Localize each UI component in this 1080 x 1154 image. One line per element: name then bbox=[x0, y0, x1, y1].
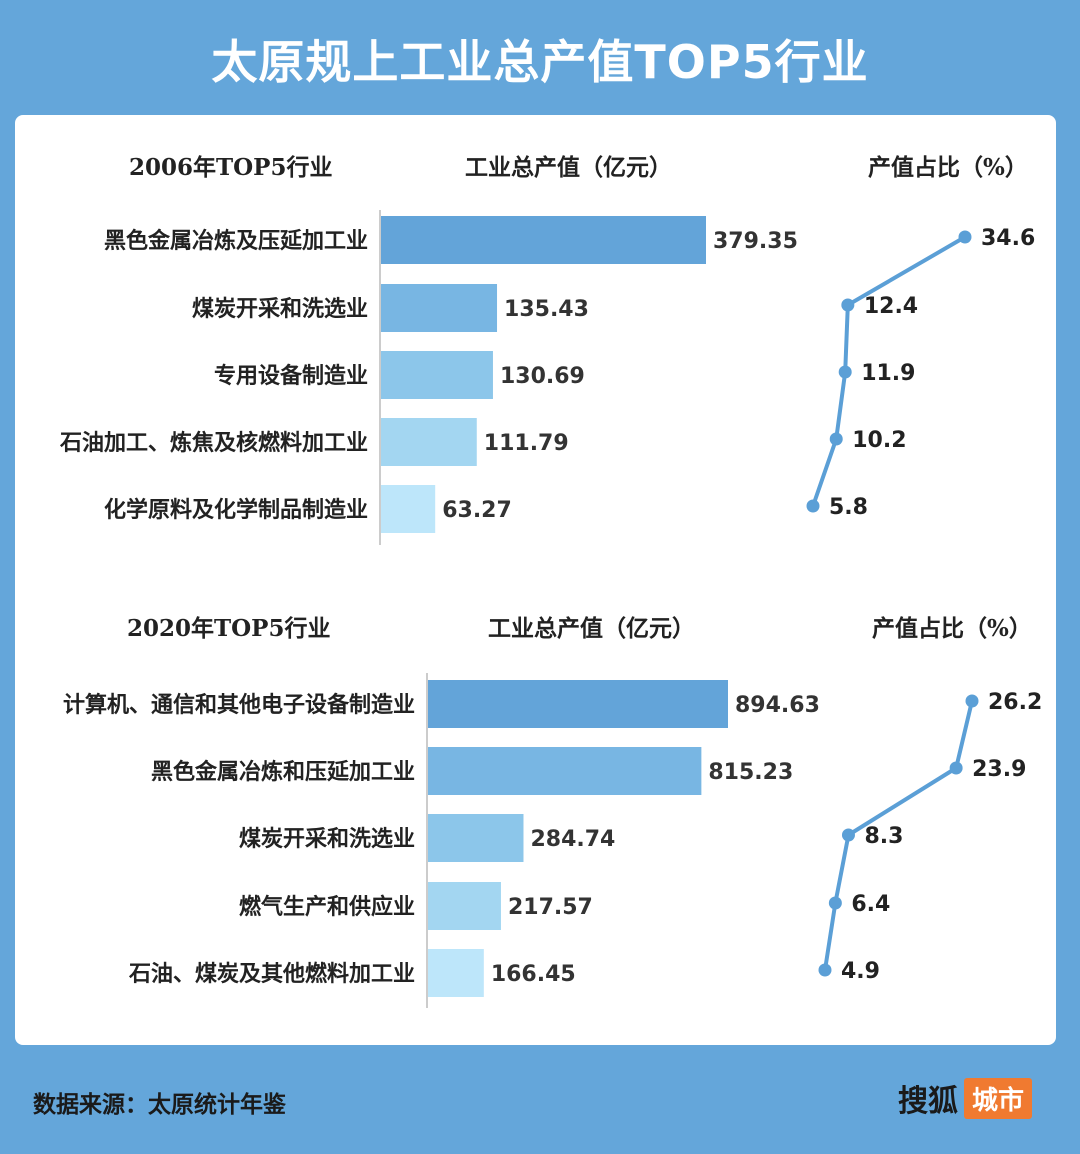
section-1-share-point-3 bbox=[838, 365, 852, 379]
section-1-share-label-4: 10.2 bbox=[852, 428, 906, 453]
section-1-value-header: 工业总产值（亿元） bbox=[465, 154, 672, 181]
section-2-category-label-1: 计算机、通信和其他电子设备制造业 bbox=[63, 692, 415, 718]
section-2-value-label-4: 217.57 bbox=[508, 895, 593, 920]
section-1-bar-4 bbox=[381, 418, 477, 466]
section-2-value-label-1: 894.63 bbox=[735, 693, 820, 718]
section-1-share-label-5: 5.8 bbox=[829, 495, 868, 520]
section-1-share-label-1: 34.6 bbox=[981, 226, 1035, 251]
chart-panel: 2006年TOP5行业 工业总产值（亿元） 产值占比（%） 黑色金属冶炼及压延加工业 3… bbox=[15, 115, 1056, 1045]
brand-logo: 搜狐 城市 bbox=[898, 1077, 1033, 1119]
section-2-value-label-3: 284.74 bbox=[530, 827, 615, 852]
section-1-share-point-5 bbox=[806, 499, 820, 513]
section-1-share-point-1 bbox=[958, 230, 972, 244]
source-text: 数据来源：太原统计年鉴 bbox=[33, 1092, 286, 1118]
section-1-bar-2 bbox=[381, 284, 498, 332]
section-2-value-label-2: 815.23 bbox=[708, 760, 793, 785]
section-2-bar-2 bbox=[428, 747, 702, 795]
section-2-share-label-2: 23.9 bbox=[972, 757, 1026, 782]
main-title: 太原规上工业总产值TOP5行业 bbox=[211, 35, 869, 89]
section-2-bar-3 bbox=[428, 814, 524, 862]
section-1-category-label-5: 化学原料及化学制品制造业 bbox=[104, 497, 368, 523]
section-2-share-point-3 bbox=[841, 828, 855, 842]
section-2-value-label-5: 166.45 bbox=[491, 962, 576, 987]
section-2-category-label-5: 石油、煤炭及其他燃料加工业 bbox=[128, 961, 415, 987]
section-2-share-label-4: 6.4 bbox=[851, 892, 890, 917]
section-1-bar-1 bbox=[381, 216, 706, 264]
section-1-share-point-4 bbox=[829, 432, 843, 446]
section-2-share-label-5: 4.9 bbox=[841, 959, 880, 984]
section-1-value-label-3: 130.69 bbox=[500, 364, 585, 389]
section-1-value-label-4: 111.79 bbox=[484, 431, 569, 456]
section-1-value-label-5: 63.27 bbox=[442, 498, 512, 523]
section-2-value-header: 工业总产值（亿元） bbox=[488, 615, 695, 642]
section-1-bar-5 bbox=[381, 485, 436, 533]
brand-name: 搜狐 bbox=[898, 1084, 958, 1119]
brand-tag: 城市 bbox=[964, 1077, 1033, 1119]
section-2-category-header: 2020年TOP5行业 bbox=[127, 615, 330, 642]
section-1-category-label-2: 煤炭开采和洗选业 bbox=[192, 296, 368, 322]
section-2-share-point-5 bbox=[818, 963, 832, 977]
section-1-share-label-2: 12.4 bbox=[864, 294, 918, 319]
section-2-category-label-2: 黑色金属冶炼和压延加工业 bbox=[151, 759, 415, 785]
section-2-share-point-2 bbox=[949, 761, 963, 775]
section-2-bar-1 bbox=[428, 680, 728, 728]
section-1-category-label-3: 专用设备制造业 bbox=[214, 363, 368, 389]
section-1-category-header: 2006年TOP5行业 bbox=[129, 154, 332, 181]
section-1-value-label-2: 135.43 bbox=[504, 297, 589, 322]
section-1-category-label-1: 黑色金属冶炼及压延加工业 bbox=[104, 228, 368, 254]
section-2-bar-4 bbox=[428, 882, 501, 930]
section-2-category-label-3: 煤炭开采和洗选业 bbox=[239, 826, 415, 852]
section-1-bar-3 bbox=[381, 351, 493, 399]
section-1-value-label-1: 379.35 bbox=[713, 229, 798, 254]
section-2-share-label-1: 26.2 bbox=[988, 690, 1042, 715]
chart-svg: 2006年TOP5行业 工业总产值（亿元） 产值占比（%）黑色金属冶炼及压延加工业 3… bbox=[59, 154, 1042, 1008]
section-2-share-header: 产值占比（%） bbox=[872, 615, 1032, 642]
section-1-share-label-3: 11.9 bbox=[861, 361, 915, 386]
section-2-share-label-3: 8.3 bbox=[864, 824, 903, 849]
section-1-share-header: 产值占比（%） bbox=[868, 154, 1028, 181]
section-2-share-point-4 bbox=[828, 896, 842, 910]
section-2-share-point-1 bbox=[965, 694, 979, 708]
section-1-category-label-4: 石油加工、炼焦及核燃料加工业 bbox=[59, 430, 368, 456]
section-2-category-label-4: 燃气生产和供应业 bbox=[239, 894, 415, 920]
section-2-bar-5 bbox=[428, 949, 484, 997]
section-1-share-point-2 bbox=[841, 298, 855, 312]
